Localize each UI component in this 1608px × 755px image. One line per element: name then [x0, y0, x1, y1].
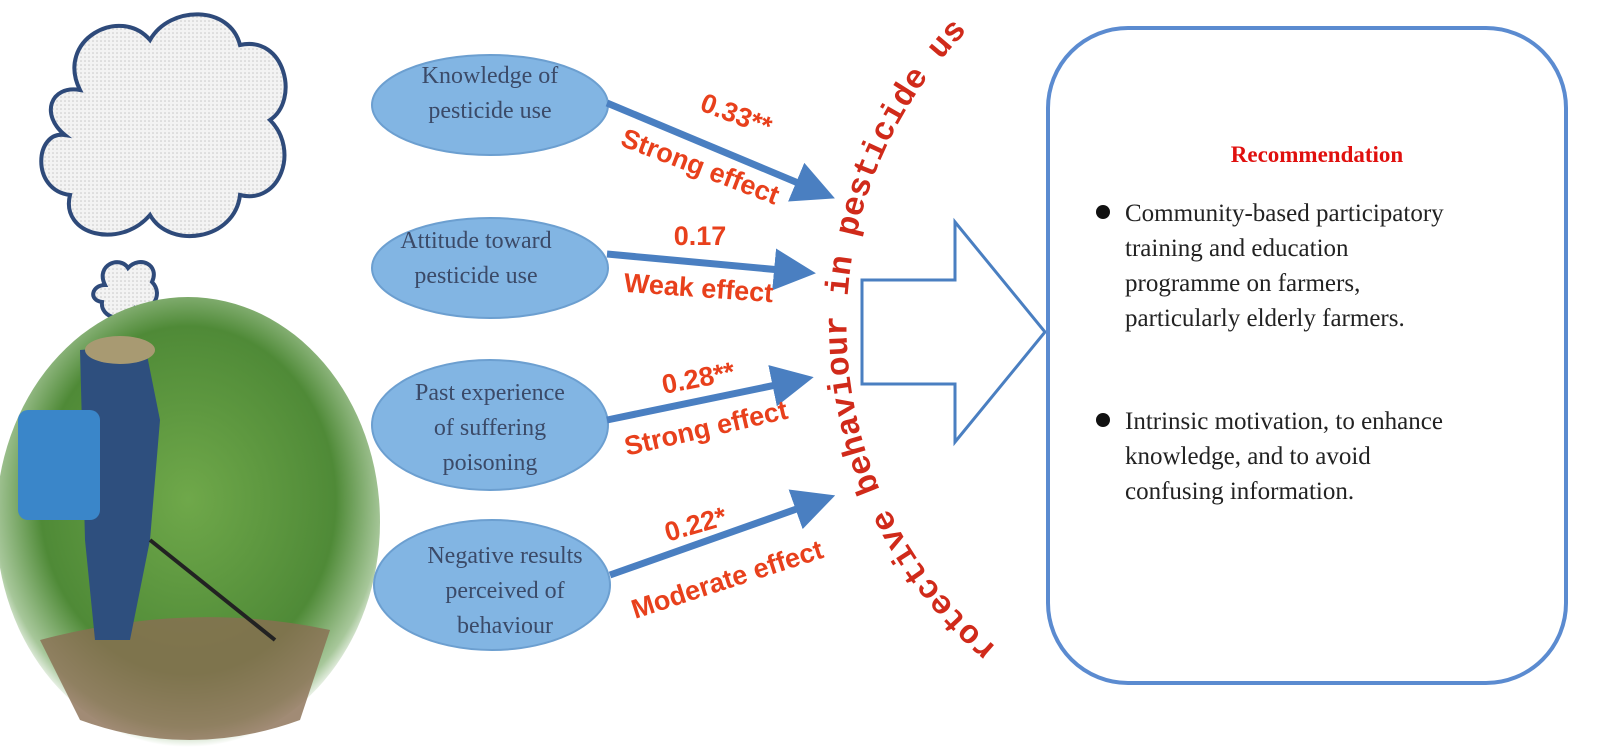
factor-4: Negative results perceived of behaviour … — [374, 500, 827, 650]
effect: Weak effect — [623, 268, 774, 308]
factor-1: Knowledge of pesticide use 0.33** Strong… — [372, 55, 822, 210]
coefficient: 0.22* — [661, 501, 730, 547]
effect: Strong effect — [621, 395, 790, 462]
rec-line: particularly elderly farmers. — [1125, 305, 1405, 332]
farmer-photo — [0, 297, 380, 747]
block-arrow — [862, 222, 1045, 442]
factor-label: pesticide use — [428, 98, 551, 124]
bullet — [1096, 413, 1110, 427]
factor-label: Past experience — [415, 380, 565, 406]
rec-line: Community-based participatory — [1125, 200, 1444, 227]
coefficient: 0.33** — [697, 87, 777, 142]
rec-line: confusing information. — [1125, 478, 1354, 505]
rec-line: training and education — [1125, 235, 1349, 262]
factor-label: behaviour — [457, 613, 553, 639]
effect: Moderate effect — [628, 534, 827, 624]
factor-label: of suffering — [434, 415, 546, 441]
bullet — [1096, 205, 1110, 219]
rec-line: knowledge, and to avoid — [1125, 443, 1371, 470]
factor-label: Attitude toward — [400, 228, 551, 254]
factor-label: perceived of — [445, 578, 564, 604]
recommendation-box — [1048, 28, 1566, 683]
factor-label: Negative results — [427, 543, 582, 569]
rec-line: Intrinsic motivation, to enhance — [1125, 408, 1443, 435]
factor-2: Attitude toward pesticide use 0.17 Weak … — [372, 218, 802, 318]
coefficient: 0.17 — [674, 221, 727, 251]
factor-label: poisoning — [443, 450, 538, 476]
factor-3: Past experience of suffering poisoning 0… — [372, 356, 800, 490]
recommendation-title: Recommendation — [1231, 142, 1404, 167]
rec-line: programme on farmers, — [1125, 270, 1360, 297]
diagram: Knowledge of pesticide use 0.33** Strong… — [0, 0, 1608, 755]
factor-label: pesticide use — [414, 263, 537, 289]
thought-cloud — [41, 14, 285, 317]
factor-label: Knowledge of — [422, 63, 559, 89]
